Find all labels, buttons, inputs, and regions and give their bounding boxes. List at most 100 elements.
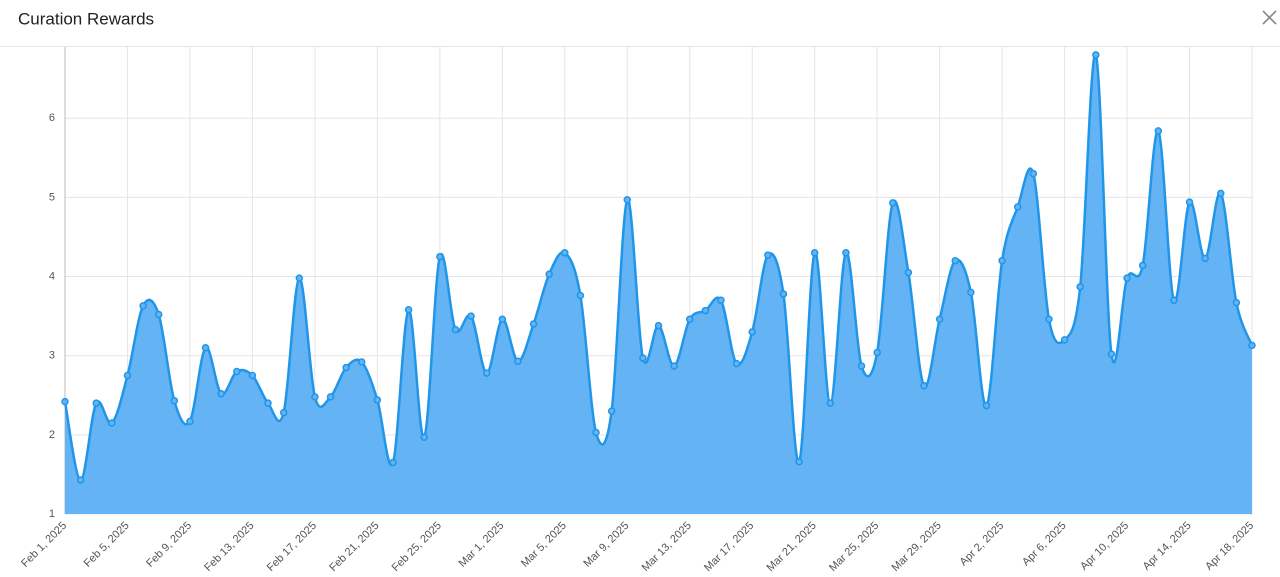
x-tick-label: Mar 25, 2025 bbox=[827, 520, 881, 574]
close-icon bbox=[1262, 10, 1277, 25]
point bbox=[1170, 296, 1178, 305]
point bbox=[92, 399, 100, 407]
point bbox=[982, 401, 991, 410]
x-tick-label: Apr 2, 2025 bbox=[958, 520, 1007, 569]
point bbox=[295, 274, 304, 282]
point bbox=[217, 389, 225, 398]
point bbox=[873, 348, 881, 357]
point bbox=[670, 362, 678, 370]
point bbox=[998, 256, 1006, 265]
point bbox=[1045, 315, 1053, 324]
x-tick-label: Feb 1, 2025 bbox=[19, 520, 69, 570]
point bbox=[592, 428, 600, 437]
point bbox=[685, 315, 694, 324]
point bbox=[279, 408, 288, 417]
close-button[interactable] bbox=[1262, 10, 1277, 25]
point bbox=[482, 369, 491, 377]
point bbox=[248, 371, 257, 380]
x-tick-label: Apr 6, 2025 bbox=[1020, 520, 1069, 569]
point bbox=[623, 196, 632, 204]
point bbox=[1248, 341, 1256, 350]
x-tick-label: Mar 17, 2025 bbox=[702, 520, 756, 574]
point bbox=[732, 359, 741, 368]
point bbox=[373, 396, 382, 404]
x-tick-label: Feb 13, 2025 bbox=[202, 520, 256, 574]
point bbox=[1217, 189, 1225, 198]
point bbox=[1076, 283, 1084, 291]
point bbox=[436, 253, 444, 261]
point bbox=[201, 344, 210, 352]
x-tick-label: Mar 5, 2025 bbox=[519, 520, 569, 570]
point bbox=[857, 362, 866, 370]
point bbox=[139, 302, 147, 310]
point bbox=[342, 363, 350, 372]
point bbox=[1013, 203, 1022, 211]
point bbox=[358, 358, 366, 366]
point bbox=[779, 290, 788, 298]
point bbox=[545, 270, 553, 278]
point bbox=[842, 249, 850, 257]
point bbox=[967, 288, 975, 297]
point bbox=[826, 399, 835, 407]
point bbox=[233, 367, 241, 376]
point bbox=[1154, 127, 1163, 135]
point bbox=[1060, 336, 1069, 344]
point bbox=[639, 354, 647, 362]
x-tick-label: Mar 21, 2025 bbox=[765, 520, 819, 574]
point bbox=[951, 256, 959, 265]
point bbox=[1123, 274, 1131, 282]
y-tick-label: 5 bbox=[49, 191, 55, 203]
y-tick-label: 3 bbox=[49, 350, 55, 362]
point bbox=[123, 371, 132, 380]
point bbox=[607, 407, 616, 415]
point bbox=[326, 393, 335, 401]
point bbox=[420, 433, 428, 441]
point bbox=[717, 296, 725, 305]
point bbox=[889, 199, 897, 207]
point bbox=[1107, 350, 1116, 358]
point bbox=[1201, 254, 1209, 263]
x-tick-label: Mar 9, 2025 bbox=[581, 520, 631, 570]
y-tick-label: 6 bbox=[49, 112, 55, 124]
point bbox=[654, 321, 663, 330]
point bbox=[529, 320, 538, 328]
x-tick-label: Mar 29, 2025 bbox=[889, 520, 943, 574]
point bbox=[1138, 261, 1147, 270]
point bbox=[1185, 198, 1194, 206]
x-tick-label: Feb 5, 2025 bbox=[82, 520, 132, 570]
x-tick-label: Apr 14, 2025 bbox=[1141, 520, 1194, 573]
point bbox=[904, 268, 913, 277]
point bbox=[795, 458, 803, 466]
y-tick-label: 2 bbox=[49, 429, 55, 441]
dialog-title: Curation Rewards bbox=[18, 9, 154, 28]
point bbox=[1232, 298, 1241, 307]
x-tick-label: Feb 9, 2025 bbox=[144, 520, 194, 570]
point bbox=[514, 357, 522, 365]
point bbox=[61, 397, 69, 406]
point bbox=[467, 312, 475, 320]
point bbox=[404, 306, 413, 314]
point bbox=[1092, 51, 1100, 59]
point bbox=[920, 382, 928, 390]
point bbox=[701, 306, 710, 315]
area bbox=[65, 54, 1252, 515]
point bbox=[108, 419, 116, 427]
point bbox=[311, 393, 319, 401]
point bbox=[389, 458, 397, 467]
point bbox=[264, 399, 272, 407]
point bbox=[561, 249, 569, 257]
y-tick-label: 1 bbox=[49, 508, 55, 520]
point bbox=[186, 417, 194, 426]
x-tick-label: Mar 1, 2025 bbox=[456, 520, 506, 570]
x-tick-label: Apr 18, 2025 bbox=[1203, 520, 1256, 573]
point bbox=[935, 315, 944, 324]
x-tick-label: Mar 13, 2025 bbox=[640, 520, 694, 574]
point bbox=[810, 249, 819, 257]
point bbox=[764, 251, 772, 259]
point bbox=[576, 291, 585, 300]
x-tick-label: Feb 17, 2025 bbox=[265, 520, 319, 574]
point bbox=[748, 328, 756, 336]
point bbox=[1029, 169, 1038, 178]
line bbox=[63, 53, 1254, 482]
